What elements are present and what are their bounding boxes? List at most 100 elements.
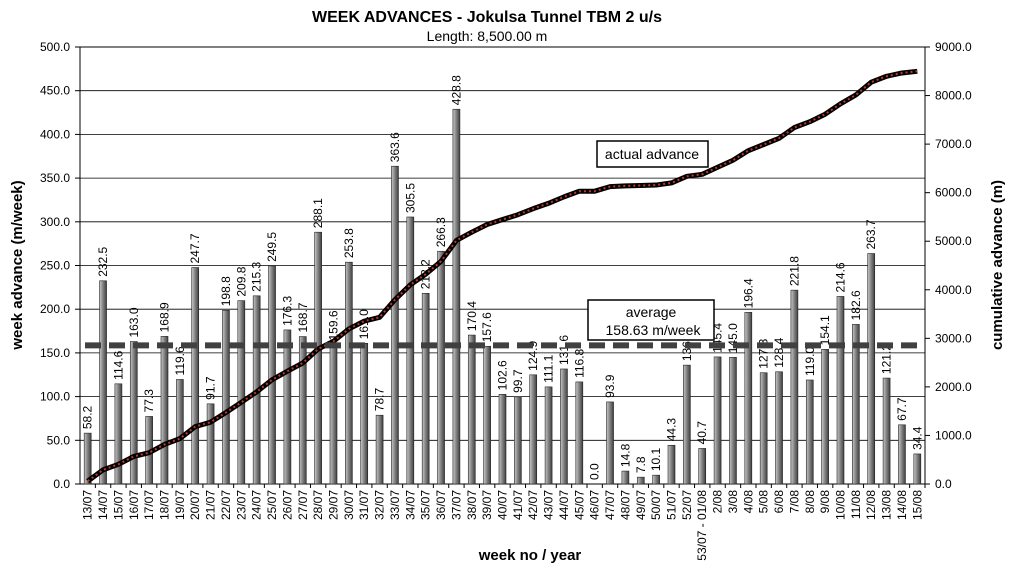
bar xyxy=(329,344,338,485)
bar-value-label: 121.2 xyxy=(880,344,894,374)
x-tick-label: 51/07 xyxy=(665,490,679,520)
x-tick-label: 37/07 xyxy=(449,490,463,520)
x-tick-label: 4/08 xyxy=(741,490,755,514)
bar-value-label: 40.7 xyxy=(695,421,709,445)
bar-value-label: 0.0 xyxy=(588,463,602,480)
chart-subtitle: Length: 8,500.00 m xyxy=(427,28,548,44)
bar xyxy=(222,309,230,485)
y2-tick-label: 5000.0 xyxy=(935,234,972,248)
bar-value-label: 163.0 xyxy=(127,307,141,337)
x-tick-label: 52/07 xyxy=(680,490,694,520)
bar xyxy=(867,253,876,485)
bar-value-label: 182.6 xyxy=(849,290,863,320)
bar xyxy=(667,444,676,485)
bar xyxy=(514,396,522,485)
bar xyxy=(805,379,814,485)
x-tick-label: 53/07 - 01/08 xyxy=(695,490,709,561)
bar-value-label: 111.1 xyxy=(542,354,556,383)
bar-value-label: 253.8 xyxy=(342,228,356,258)
bar-value-label: 93.9 xyxy=(603,374,617,398)
x-tick-label: 13/08 xyxy=(880,490,894,520)
x-tick-label: 14/07 xyxy=(96,490,110,520)
y-tick-label: 300.0 xyxy=(40,215,70,229)
x-tick-label: 42/07 xyxy=(526,490,540,520)
bar xyxy=(882,377,891,485)
x-tick-label: 3/08 xyxy=(726,490,740,514)
x-tick-label: 2/08 xyxy=(711,490,725,514)
bar xyxy=(283,329,292,485)
bar xyxy=(452,108,461,485)
y2-tick-label: 3000.0 xyxy=(935,331,972,345)
x-tick-label: 15/07 xyxy=(111,490,125,520)
bar-value-label: 119.6 xyxy=(173,346,187,375)
bar-value-label: 114.6 xyxy=(111,350,125,379)
y-tick-label: 200.0 xyxy=(40,302,70,316)
y-axis-label: week advance (m/week) xyxy=(9,180,26,350)
x-tick-label: 44/07 xyxy=(557,490,571,520)
x-tick-label: 50/07 xyxy=(649,490,663,520)
bar xyxy=(698,448,707,485)
x-tick-label: 41/07 xyxy=(511,490,525,520)
x-tick-label: 8/08 xyxy=(803,490,817,514)
chart-title: WEEK ADVANCES - Jokulsa Tunnel TBM 2 u/s xyxy=(312,9,662,26)
x-tick-label: 18/07 xyxy=(158,490,172,520)
bar xyxy=(852,324,860,485)
cumulative-line-overlay xyxy=(87,70,918,482)
bar xyxy=(560,368,568,485)
x-tick-label: 26/07 xyxy=(280,490,294,520)
average-text: 158.63 m/week xyxy=(606,322,702,338)
bar xyxy=(913,453,922,485)
x-tick-label: 29/07 xyxy=(327,490,341,520)
bar xyxy=(114,383,123,485)
y2-tick-label: 8000.0 xyxy=(935,89,972,103)
x-tick-label: 35/07 xyxy=(419,490,433,520)
bar xyxy=(160,336,169,485)
bar xyxy=(775,371,783,485)
y-tick-label: 500.0 xyxy=(40,40,70,54)
bar-value-label: 157.6 xyxy=(480,312,494,342)
bar-value-label: 232.5 xyxy=(96,246,110,276)
bar xyxy=(606,401,614,485)
bar xyxy=(483,345,491,485)
x-tick-label: 28/07 xyxy=(311,490,325,520)
x-tick-label: 33/07 xyxy=(388,490,402,520)
x-tick-label: 30/07 xyxy=(342,490,356,520)
bar xyxy=(345,261,353,485)
bar-value-label: 67.7 xyxy=(895,397,909,421)
bar-value-label: 145.0 xyxy=(726,323,740,353)
x-tick-label: 20/07 xyxy=(188,490,202,520)
x-tick-label: 36/07 xyxy=(434,490,448,520)
bar xyxy=(129,341,138,485)
x-axis-label: week no / year xyxy=(478,547,582,564)
x-tick-label: 7/08 xyxy=(787,490,801,514)
bar xyxy=(206,403,215,485)
bar-value-label: 102.6 xyxy=(496,360,510,390)
x-tick-label: 14/08 xyxy=(895,490,909,520)
bar xyxy=(713,356,722,485)
bar xyxy=(636,476,645,485)
y-tick-label: 450.0 xyxy=(40,84,70,98)
bar xyxy=(83,432,92,485)
y-tick-label: 250.0 xyxy=(40,259,70,273)
x-tick-label: 24/07 xyxy=(250,490,264,520)
x-tick-label: 15/08 xyxy=(910,490,924,520)
y-tick-label: 150.0 xyxy=(40,346,70,360)
bar xyxy=(544,386,553,485)
bar-value-label: 99.7 xyxy=(511,369,525,393)
y2-tick-label: 1000.0 xyxy=(935,428,972,442)
x-tick-label: 10/08 xyxy=(834,490,848,520)
bar-value-label: 78.7 xyxy=(373,388,387,412)
bar xyxy=(759,372,768,485)
bar-value-label: 77.3 xyxy=(142,389,156,413)
bar-value-label: 44.3 xyxy=(665,418,679,442)
bar-value-label: 128.4 xyxy=(772,337,786,367)
y-tick-label: 0.0 xyxy=(53,477,70,491)
bar-value-label: 14.8 xyxy=(618,443,632,467)
bar-value-label: 91.7 xyxy=(204,376,218,400)
bar-value-label: 176.3 xyxy=(280,296,294,326)
x-tick-label: 13/07 xyxy=(81,490,95,520)
x-tick-label: 32/07 xyxy=(373,490,387,520)
bar-value-label: 154.1 xyxy=(818,315,832,345)
y2-tick-label: 9000.0 xyxy=(935,40,972,54)
bar xyxy=(821,349,829,485)
